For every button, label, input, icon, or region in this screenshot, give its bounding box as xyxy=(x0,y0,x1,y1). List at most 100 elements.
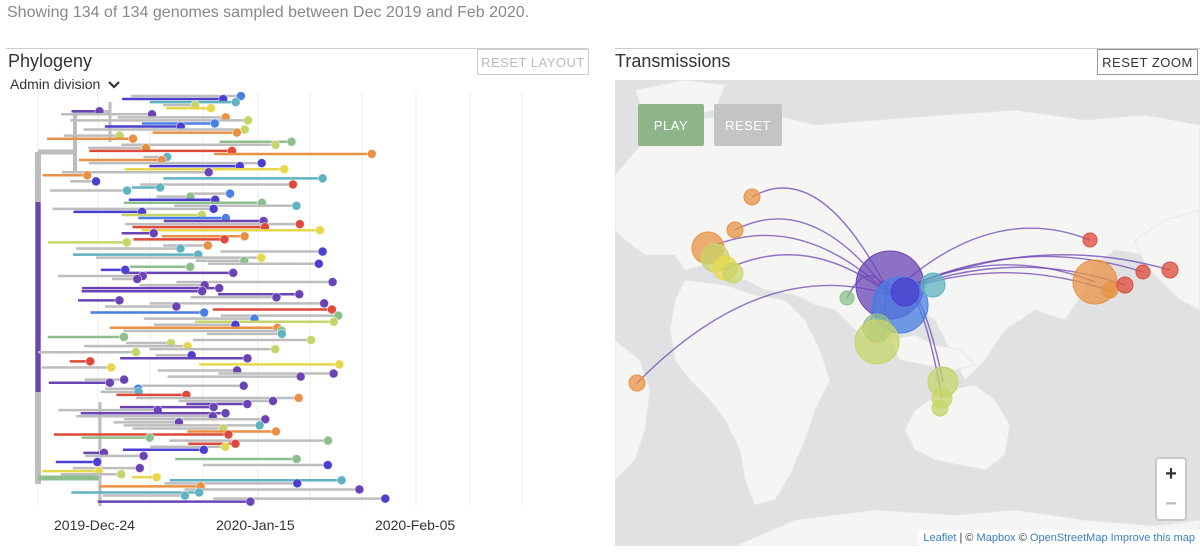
tree-tip xyxy=(270,139,281,150)
tree-tip xyxy=(336,475,347,486)
tree-tip xyxy=(327,304,337,315)
tree-tip xyxy=(380,493,391,504)
reset-layout-button[interactable]: RESET LAYOUT xyxy=(477,49,589,75)
zoom-in-button[interactable]: + xyxy=(1155,457,1187,490)
tree-tip xyxy=(104,377,115,388)
attribution-sep-2: © xyxy=(1015,532,1030,544)
tree-tip xyxy=(116,469,127,480)
transmissions-divider xyxy=(615,48,1200,49)
location-bubble[interactable] xyxy=(854,319,900,365)
tree-tip xyxy=(225,188,235,199)
tree-tip xyxy=(194,487,205,498)
tree-tip xyxy=(291,454,302,464)
location-bubble[interactable] xyxy=(1135,264,1151,280)
location-bubble[interactable] xyxy=(726,221,744,239)
leaflet-link[interactable]: Leaflet xyxy=(923,532,957,544)
tree-tip xyxy=(122,185,132,196)
color-by-label: Admin division xyxy=(10,76,101,92)
tree-tip xyxy=(271,292,282,303)
location-bubbles[interactable] xyxy=(628,188,1179,417)
improve-map-link[interactable]: Improve this map xyxy=(1110,532,1195,544)
tree-tip xyxy=(294,219,305,230)
tree-tip xyxy=(319,298,330,309)
tree-tip xyxy=(293,393,304,403)
map-attribution: Leaflet | © Mapbox © OpenStreetMap Impro… xyxy=(918,530,1200,546)
tree-tip xyxy=(119,374,130,385)
tree-tip xyxy=(271,426,281,437)
tree-tip xyxy=(242,353,253,364)
tree-tip xyxy=(209,118,220,129)
location-bubble[interactable] xyxy=(628,374,646,392)
mapbox-link[interactable]: Mapbox xyxy=(976,532,1016,544)
tree-tip xyxy=(228,267,239,278)
tree-tip xyxy=(238,380,249,391)
tree-tip xyxy=(92,457,103,467)
tree-tip xyxy=(223,429,234,440)
tree-tip xyxy=(144,432,155,443)
axis-date-3: 2020-Feb-05 xyxy=(375,517,456,533)
tree-tip xyxy=(288,179,298,190)
tree-tip xyxy=(279,164,290,175)
tree-tip xyxy=(334,359,345,370)
tree-tip xyxy=(219,234,230,245)
location-bubble[interactable] xyxy=(931,399,949,417)
transmission-map[interactable]: PLAY RESET + − Leaflet | © Mapbox © Open… xyxy=(615,80,1200,546)
tree-tip xyxy=(243,115,253,126)
map-reset-button[interactable]: RESET xyxy=(714,104,782,146)
phylogeny-tree[interactable] xyxy=(0,92,590,514)
axis-date-1: 2019-Dec-24 xyxy=(54,517,135,533)
tree-tip xyxy=(231,127,242,138)
tree-tip xyxy=(286,136,297,147)
phylogeny-divider xyxy=(6,48,588,49)
tree-tip xyxy=(180,490,190,501)
osm-link[interactable]: OpenStreetMap xyxy=(1029,532,1108,544)
south-america-landmass xyxy=(615,339,651,481)
tree-tip xyxy=(148,228,159,239)
tree-tip xyxy=(91,176,101,187)
tree-tip xyxy=(295,371,306,382)
africa-landmass xyxy=(669,279,831,506)
genome-summary: Showing 134 of 134 genomes sampled betwe… xyxy=(7,4,530,21)
location-bubble[interactable] xyxy=(920,272,946,298)
tree-tip xyxy=(291,200,302,211)
tree-tip xyxy=(366,149,377,159)
tree-tip xyxy=(294,289,305,300)
zoom-out-button[interactable]: − xyxy=(1155,489,1187,521)
tree-tip xyxy=(313,258,324,269)
location-bubble[interactable] xyxy=(743,188,761,206)
tree-tip xyxy=(239,231,250,242)
tree-tip xyxy=(106,362,117,373)
color-by-dropdown[interactable]: Admin division xyxy=(10,76,121,92)
tree-tip xyxy=(242,399,253,409)
tree-tip xyxy=(260,414,271,425)
phylogeny-title: Phylogeny xyxy=(8,51,93,71)
tree-tip xyxy=(230,438,241,449)
tree-tip xyxy=(206,103,216,114)
tree-tip xyxy=(208,402,219,413)
attribution-sep-1: | © xyxy=(956,532,977,544)
location-bubble[interactable] xyxy=(1116,276,1134,294)
tree-tip xyxy=(134,463,145,474)
location-bubble[interactable] xyxy=(890,277,920,307)
play-button[interactable]: PLAY xyxy=(638,104,704,146)
tree-tip xyxy=(198,444,209,455)
tree-tip xyxy=(151,472,162,483)
tree-tip xyxy=(256,252,267,263)
tree-tip xyxy=(175,243,186,254)
transmissions-title: Transmissions xyxy=(615,51,731,71)
tree-tip xyxy=(323,435,333,446)
tree-tip xyxy=(132,274,143,284)
tree-tip xyxy=(327,277,338,287)
chevron-down-icon xyxy=(108,76,121,92)
location-bubble[interactable] xyxy=(1161,261,1179,279)
location-bubble[interactable] xyxy=(839,290,855,306)
location-bubble[interactable] xyxy=(1101,281,1119,299)
tree-tip xyxy=(119,332,129,342)
reset-zoom-button[interactable]: RESET ZOOM xyxy=(1097,49,1198,75)
tree-tip xyxy=(185,261,196,272)
tree-tip xyxy=(306,335,316,345)
tree-tip xyxy=(131,347,141,358)
location-bubble[interactable] xyxy=(1082,232,1098,248)
tree-tip xyxy=(268,396,278,406)
location-bubble[interactable] xyxy=(722,262,744,284)
